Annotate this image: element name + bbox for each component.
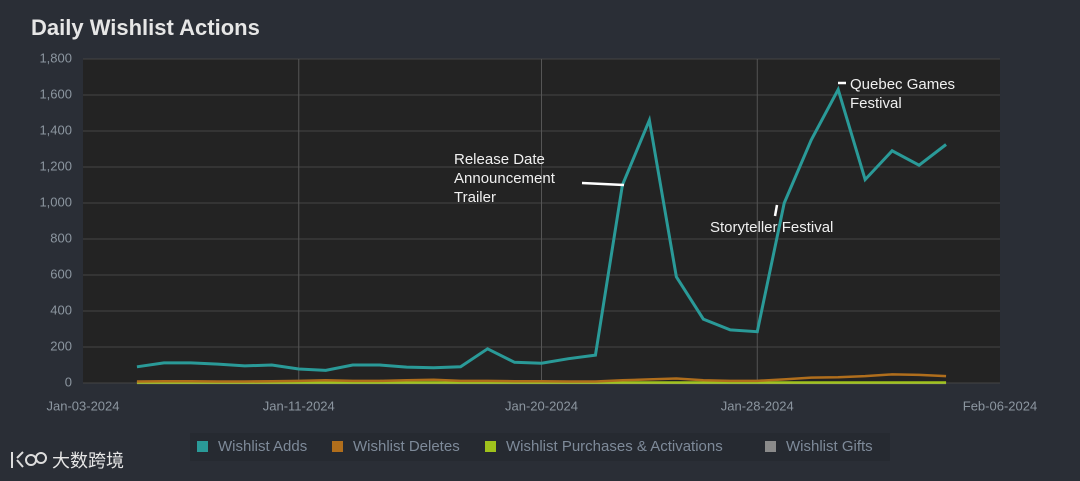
legend-label: Wishlist Adds (218, 438, 307, 455)
chart-title: Daily Wishlist Actions (31, 15, 260, 40)
y-tick-label: 0 (65, 374, 72, 389)
y-tick-label: 400 (50, 302, 72, 317)
legend-swatch (485, 441, 496, 452)
x-tick-label: Jan-28-2024 (721, 398, 794, 413)
x-tick-label: Jan-20-2024 (505, 398, 578, 413)
legend-swatch (332, 441, 343, 452)
series-line (136, 373, 947, 383)
legend-swatch (197, 441, 208, 452)
x-tick-label: Jan-11-2024 (263, 398, 335, 413)
y-tick-label: 600 (50, 266, 72, 281)
annotation: Announcement (454, 170, 556, 187)
annotation-marker (773, 204, 779, 217)
annotation: Quebec Games (850, 76, 955, 93)
x-tick-label: Feb-06-2024 (963, 398, 1037, 413)
annotation: Release Date (454, 151, 545, 168)
y-tick-label: 1,000 (39, 194, 72, 209)
x-tick-label: Jan-03-2024 (47, 398, 120, 413)
watermark: 大数跨境 (52, 451, 124, 471)
y-tick-label: 1,400 (39, 122, 72, 137)
y-tick-label: 1,200 (39, 158, 72, 173)
y-tick-label: 800 (50, 230, 72, 245)
y-tick-label: 200 (50, 338, 72, 353)
watermark-logo (11, 451, 47, 468)
y-tick-label: 1,600 (39, 86, 72, 101)
legend-label: Wishlist Purchases & Activations (506, 438, 723, 455)
series-line (136, 85, 947, 372)
legend-label: Wishlist Gifts (786, 438, 873, 455)
annotation: Festival (850, 95, 902, 112)
y-tick-label: 1,800 (39, 50, 72, 65)
annotation: Trailer (454, 189, 496, 206)
legend-label: Wishlist Deletes (353, 438, 460, 455)
annotation: Storyteller Festival (710, 219, 833, 236)
annotation-marker (581, 181, 625, 187)
legend-swatch (765, 441, 776, 452)
